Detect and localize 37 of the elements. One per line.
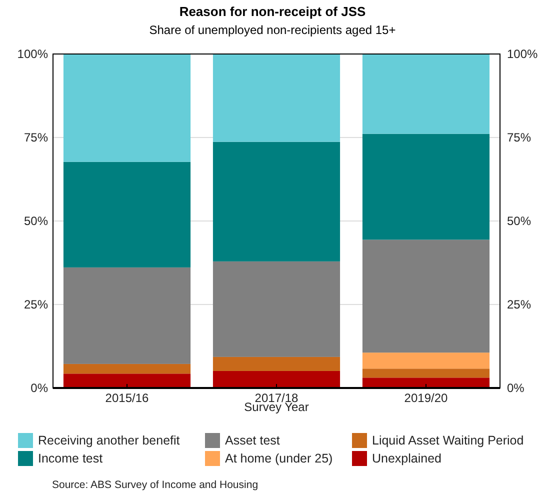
bar [362,54,490,134]
source-note: Source: ABS Survey of Income and Housing [52,479,258,491]
bar [362,378,490,388]
chart-subtitle: Share of unemployed non-recipients aged 15+ [149,23,396,37]
bar [212,142,340,262]
bar [212,356,340,371]
bar [63,267,191,364]
y-tick-label: 50% [24,214,48,228]
legend-label: Asset test [225,433,280,448]
y2-tick-label: 50% [507,214,532,228]
y2-tick-label: 0% [507,381,525,396]
y-tick-label: 75% [24,130,48,145]
legend-label: Unexplained [372,451,442,466]
bar [212,261,340,357]
y-tick-label: 0% [30,381,48,396]
legend-label: Liquid Asset Waiting Period [372,433,524,448]
bar [362,134,490,240]
bar [63,364,191,374]
bar [212,370,340,388]
y2-tick-label: 75% [507,130,532,145]
bar [362,368,490,378]
chart-title: Reason for non-receipt of JSS [179,4,366,19]
bar [212,54,340,142]
legend-label: Receiving another benefit [38,433,180,448]
bar [362,240,490,353]
x-tick-label: 2019/20 [404,391,448,405]
y-tick-label: 25% [24,298,48,312]
bar [63,162,191,268]
bar [362,352,490,369]
y2-tick-label: 100% [507,47,538,62]
legend-label: At home (under 25) [225,451,333,466]
y2-tick-label: 25% [507,298,532,312]
y-tick-label: 100% [17,47,48,62]
bar [63,374,191,388]
legend-label: Income test [38,451,104,466]
bar [63,54,191,162]
x-tick-label: 2015/16 [105,391,150,405]
